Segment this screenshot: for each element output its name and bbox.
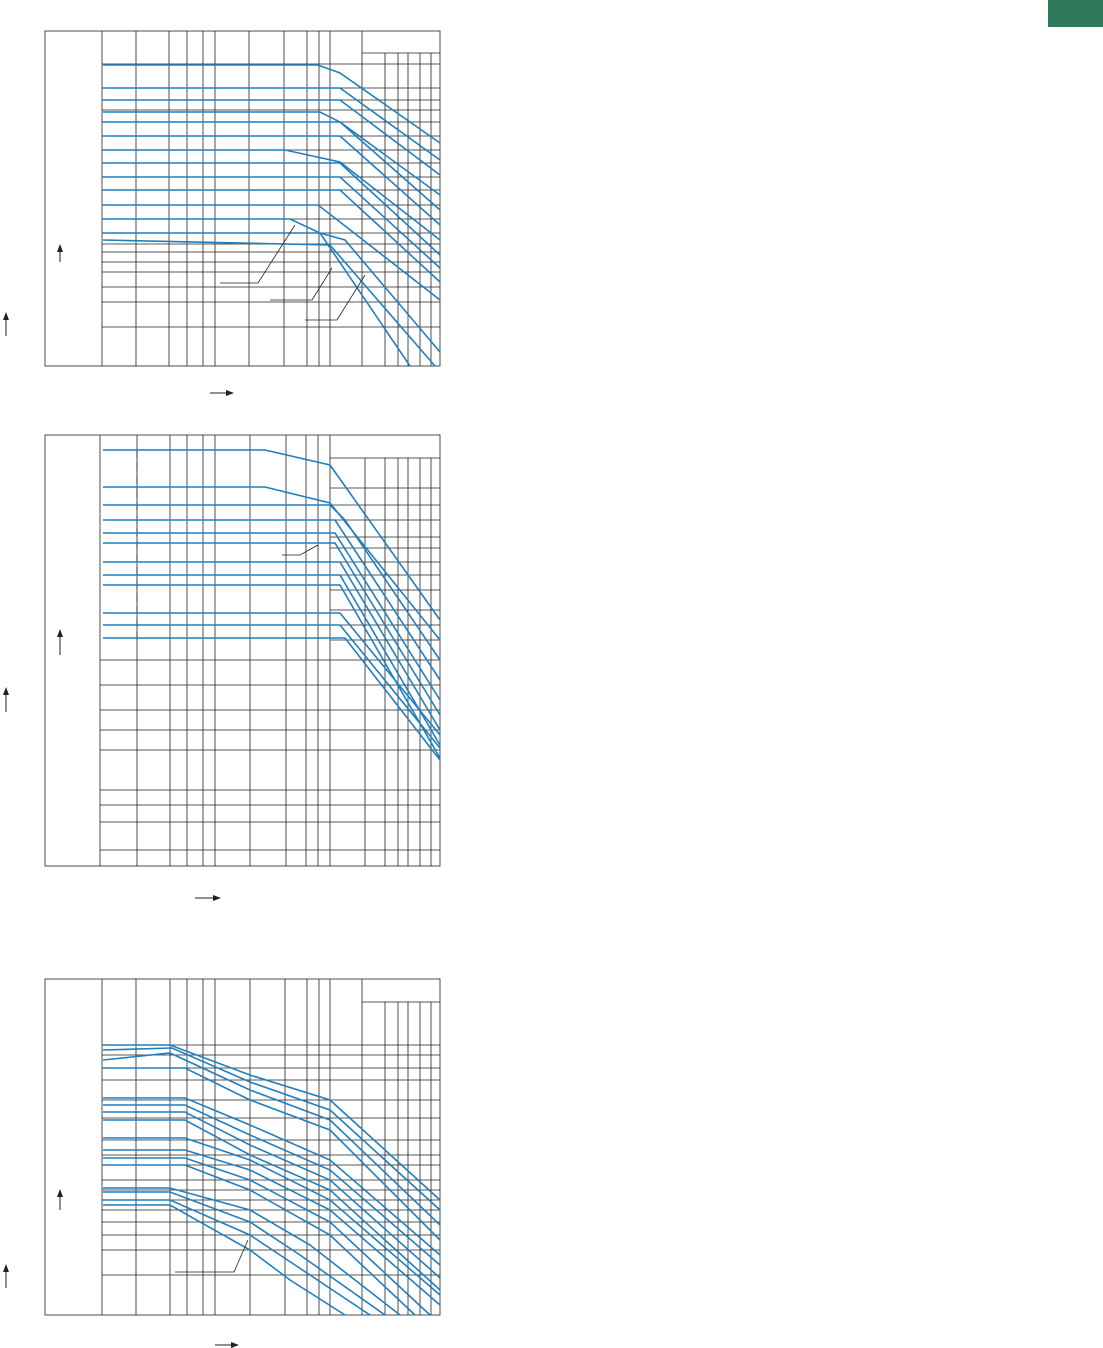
curve [103,1157,431,1316]
curve [103,1119,441,1291]
curve [103,542,441,716]
curve [103,1044,441,1201]
figures [3,30,441,1348]
curve [103,1104,441,1266]
figure-grid [44,434,441,867]
curve [103,149,441,241]
curve [103,87,441,161]
leader-line [305,274,366,321]
section-tab [1048,0,1103,27]
curve [103,574,441,746]
curve [102,1047,441,1211]
leader-line [282,544,319,556]
curve [103,449,441,621]
curve [103,111,441,196]
leader-line [175,1239,249,1273]
figure-frame [44,434,441,867]
curve [103,1149,441,1306]
curve [103,99,441,176]
curve [103,504,441,661]
curve [102,239,436,367]
curve [103,532,441,701]
leader-line [270,267,333,301]
curve [103,1187,401,1316]
curve [103,189,441,283]
curve [103,1204,346,1316]
curve [103,218,411,367]
curve [103,176,441,269]
curve [103,1067,441,1241]
figure [3,978,441,1348]
figure-frame [44,30,441,367]
curve [103,1097,441,1256]
curve [103,232,441,353]
leader-line [220,224,296,284]
curve [102,1052,441,1226]
figure-frame [44,978,441,1316]
figure-grid [44,30,441,367]
curve [103,1191,386,1316]
curve [103,519,441,681]
curve [103,162,441,256]
curve [103,1137,441,1296]
curve [103,135,441,226]
curve [103,204,441,301]
curve [103,624,441,749]
curve [103,486,441,641]
curve [103,1164,416,1316]
curve [103,584,441,759]
curve [103,1199,371,1316]
figure [3,30,441,396]
curve [103,637,441,761]
curve [103,1111,441,1279]
curve [103,64,441,144]
figure [3,434,441,901]
curve [103,121,441,211]
curve [103,561,441,731]
curve [103,612,441,736]
